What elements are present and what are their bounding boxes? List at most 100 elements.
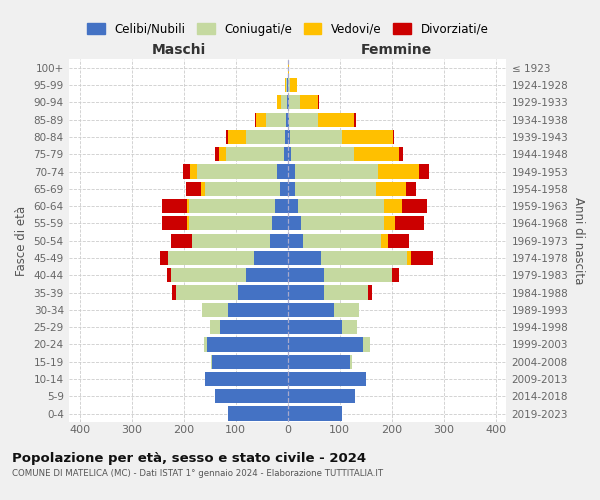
Bar: [163, 199, 187, 213]
Bar: [207, 338, 287, 351]
Bar: [400, 147, 403, 162]
Bar: [277, 164, 287, 178]
Y-axis label: Anni di nascita: Anni di nascita: [572, 197, 585, 284]
Bar: [395, 216, 424, 230]
Bar: [287, 199, 298, 213]
Bar: [384, 216, 395, 230]
Bar: [189, 216, 272, 230]
Bar: [228, 130, 246, 144]
Bar: [187, 182, 201, 196]
Bar: [324, 286, 368, 300]
Text: Maschi: Maschi: [151, 42, 206, 56]
Bar: [287, 372, 365, 386]
Bar: [322, 251, 407, 265]
Bar: [286, 78, 287, 92]
Bar: [246, 268, 287, 282]
Bar: [287, 182, 295, 196]
Bar: [205, 182, 280, 196]
Bar: [202, 303, 228, 317]
Bar: [212, 354, 287, 369]
Text: COMUNE DI MATELICA (MC) - Dati ISTAT 1° gennaio 2024 - Elaborazione TUTTITALIA.I: COMUNE DI MATELICA (MC) - Dati ISTAT 1° …: [12, 469, 383, 478]
Bar: [210, 320, 220, 334]
Bar: [228, 303, 287, 317]
Bar: [318, 96, 319, 110]
Bar: [238, 286, 287, 300]
Bar: [393, 130, 394, 144]
Bar: [287, 303, 334, 317]
Bar: [289, 112, 318, 126]
Bar: [350, 354, 352, 369]
Bar: [378, 164, 419, 178]
Bar: [163, 216, 187, 230]
Bar: [376, 182, 406, 196]
Bar: [287, 96, 289, 110]
Bar: [303, 234, 381, 248]
Bar: [191, 234, 269, 248]
Bar: [287, 389, 355, 404]
Bar: [218, 147, 226, 162]
Bar: [254, 251, 287, 265]
Bar: [388, 234, 409, 248]
Bar: [292, 147, 354, 162]
Bar: [407, 251, 412, 265]
Bar: [256, 112, 266, 126]
Bar: [288, 78, 290, 92]
Bar: [266, 112, 286, 126]
Bar: [384, 199, 402, 213]
Bar: [226, 130, 228, 144]
Bar: [277, 96, 281, 110]
Bar: [226, 147, 284, 162]
Bar: [280, 182, 287, 196]
Bar: [287, 164, 295, 178]
Y-axis label: Fasce di età: Fasce di età: [15, 206, 28, 276]
Bar: [220, 320, 287, 334]
Bar: [287, 320, 342, 334]
Bar: [406, 182, 416, 196]
Legend: Celibi/Nubili, Coniugati/e, Vedovi/e, Divorziati/e: Celibi/Nubili, Coniugati/e, Vedovi/e, Di…: [82, 18, 493, 40]
Bar: [354, 147, 400, 162]
Bar: [189, 199, 275, 213]
Bar: [246, 130, 285, 144]
Bar: [287, 216, 301, 230]
Bar: [419, 164, 429, 178]
Bar: [228, 406, 287, 420]
Bar: [301, 216, 384, 230]
Bar: [201, 182, 205, 196]
Bar: [285, 78, 286, 92]
Bar: [363, 338, 370, 351]
Text: Popolazione per età, sesso e stato civile - 2024: Popolazione per età, sesso e stato civil…: [12, 452, 366, 465]
Bar: [287, 130, 290, 144]
Bar: [171, 234, 191, 248]
Bar: [287, 406, 342, 420]
Bar: [190, 164, 197, 178]
Bar: [205, 372, 287, 386]
Bar: [402, 199, 427, 213]
Bar: [183, 164, 190, 178]
Bar: [287, 338, 363, 351]
Bar: [342, 130, 393, 144]
Bar: [299, 96, 318, 110]
Bar: [204, 338, 207, 351]
Bar: [287, 286, 324, 300]
Bar: [197, 164, 277, 178]
Bar: [287, 60, 289, 75]
Bar: [342, 320, 357, 334]
Bar: [168, 251, 254, 265]
Bar: [295, 164, 378, 178]
Bar: [171, 268, 246, 282]
Bar: [412, 251, 433, 265]
Bar: [287, 268, 324, 282]
Bar: [290, 78, 296, 92]
Bar: [176, 286, 238, 300]
Text: Femmine: Femmine: [361, 42, 433, 56]
Bar: [392, 268, 399, 282]
Bar: [354, 112, 356, 126]
Bar: [215, 389, 287, 404]
Bar: [172, 286, 176, 300]
Bar: [281, 96, 287, 110]
Bar: [289, 96, 299, 110]
Bar: [287, 112, 289, 126]
Bar: [318, 112, 354, 126]
Bar: [215, 147, 218, 162]
Bar: [285, 130, 287, 144]
